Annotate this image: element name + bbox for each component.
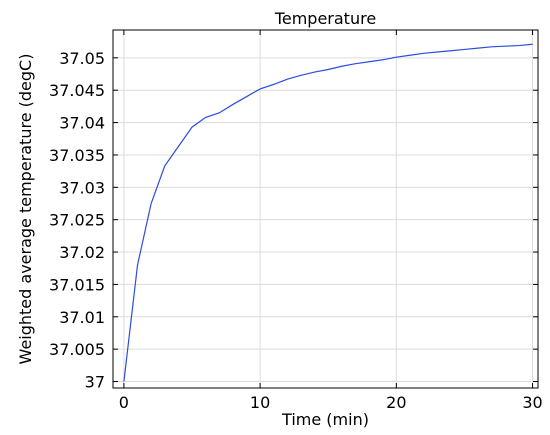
y-axis-label: Weighted average temperature (degC) [16,54,35,365]
x-tick-label: 30 [522,393,542,412]
y-tick-label: 37.015 [49,275,105,294]
x-axis-label: Time (min) [281,410,369,429]
y-tick-label: 37.045 [49,81,105,100]
y-tick-label: 37.005 [49,340,105,359]
y-tick-label: 37.035 [49,146,105,165]
x-tick-label: 10 [250,393,270,412]
y-tick-labels: 37 37.005 37.01 37.015 37.02 37.025 37.03 37.03… [49,49,105,392]
y-tick-label: 37.01 [59,308,105,327]
chart-title: Temperature [274,9,376,28]
grid [113,30,538,388]
y-tick-label: 37.04 [59,114,105,133]
ticks [113,30,538,388]
x-tick-label: 0 [119,393,129,412]
y-tick-label: 37.025 [49,211,105,230]
y-tick-label: 37.05 [59,49,105,68]
x-tick-label: 20 [386,393,406,412]
y-tick-label: 37.02 [59,243,105,262]
x-tick-labels: 0 10 20 30 [119,393,543,412]
y-tick-label: 37.03 [59,178,105,197]
plot-frame [112,29,539,389]
y-tick-label: 37 [85,373,105,392]
series-line [123,43,533,382]
series-layer [123,43,533,382]
